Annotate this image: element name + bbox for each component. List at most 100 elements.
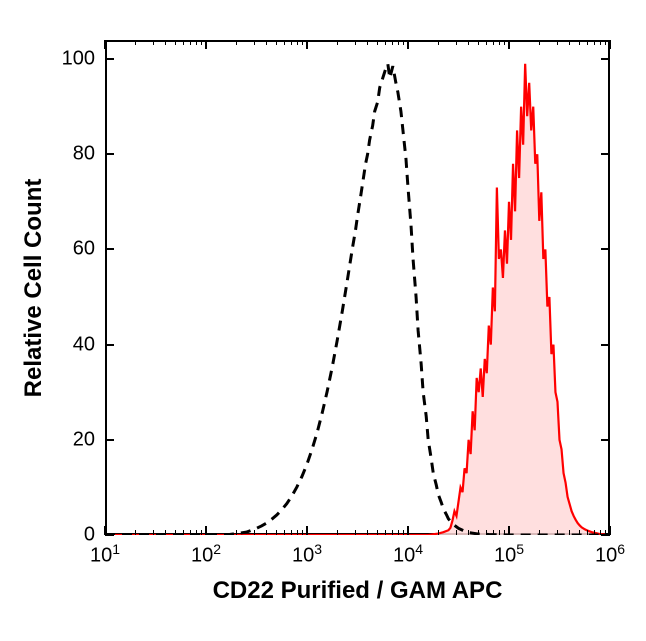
x-minor-tick <box>291 530 292 535</box>
x-minor-tick-top <box>355 40 356 45</box>
x-minor-tick <box>201 530 202 535</box>
x-tick-label: 104 <box>393 541 423 568</box>
x-minor-tick-top <box>201 40 202 45</box>
x-minor-tick-top <box>284 40 285 45</box>
x-minor-tick-top <box>385 40 386 45</box>
x-tick <box>407 526 409 535</box>
x-minor-tick-top <box>266 40 267 45</box>
x-minor-tick <box>196 530 197 535</box>
x-tick <box>609 526 611 535</box>
y-tick-right <box>601 248 610 250</box>
x-minor-tick <box>183 530 184 535</box>
x-minor-tick-top <box>302 40 303 45</box>
x-minor-tick-top <box>392 40 393 45</box>
y-tick <box>105 439 114 441</box>
y-tick-label: 20 <box>0 428 95 451</box>
y-tick <box>105 248 114 250</box>
x-minor-tick <box>302 530 303 535</box>
y-tick <box>105 58 114 60</box>
x-minor-tick-top <box>165 40 166 45</box>
x-minor-tick <box>254 530 255 535</box>
x-minor-tick <box>276 530 277 535</box>
x-tick-top <box>508 40 510 49</box>
x-minor-tick-top <box>337 40 338 45</box>
x-minor-tick <box>468 530 469 535</box>
x-tick-label: 106 <box>595 541 625 568</box>
y-tick-right <box>601 344 610 346</box>
x-minor-tick-top <box>504 40 505 45</box>
x-minor-tick <box>594 530 595 535</box>
x-minor-tick-top <box>377 40 378 45</box>
x-minor-tick-top <box>468 40 469 45</box>
y-tick-label: 0 <box>0 524 95 547</box>
x-minor-tick <box>367 530 368 535</box>
x-minor-tick-top <box>438 40 439 45</box>
x-minor-tick-top <box>403 40 404 45</box>
x-minor-tick <box>569 530 570 535</box>
x-minor-tick <box>355 530 356 535</box>
x-minor-tick-top <box>183 40 184 45</box>
x-minor-tick <box>438 530 439 535</box>
x-tick-top <box>407 40 409 49</box>
x-minor-tick <box>153 530 154 535</box>
x-minor-tick-top <box>135 40 136 45</box>
x-minor-tick <box>579 530 580 535</box>
x-tick-label: 105 <box>494 541 524 568</box>
y-tick <box>105 344 114 346</box>
x-tick-label: 101 <box>90 541 120 568</box>
x-minor-tick-top <box>276 40 277 45</box>
x-minor-tick-top <box>291 40 292 45</box>
x-minor-tick <box>478 530 479 535</box>
x-minor-tick <box>165 530 166 535</box>
y-tick-right <box>601 439 610 441</box>
x-minor-tick-top <box>190 40 191 45</box>
x-minor-tick-top <box>587 40 588 45</box>
x-minor-tick-top <box>557 40 558 45</box>
x-axis-label: CD22 Purified / GAM APC <box>105 577 610 605</box>
x-minor-tick <box>456 530 457 535</box>
y-tick-right <box>601 58 610 60</box>
x-minor-tick <box>539 530 540 535</box>
y-axis-label: Relative Cell Count <box>20 148 48 428</box>
x-minor-tick <box>557 530 558 535</box>
y-tick <box>105 153 114 155</box>
x-tick <box>508 526 510 535</box>
x-minor-tick-top <box>153 40 154 45</box>
x-minor-tick-top <box>493 40 494 45</box>
x-minor-tick <box>605 530 606 535</box>
x-minor-tick-top <box>398 40 399 45</box>
x-minor-tick <box>398 530 399 535</box>
flow-cytometry-histogram: 020406080100101102103104105106Relative C… <box>0 0 646 641</box>
x-minor-tick <box>486 530 487 535</box>
x-minor-tick <box>499 530 500 535</box>
x-minor-tick-top <box>175 40 176 45</box>
x-minor-tick <box>190 530 191 535</box>
x-minor-tick <box>236 530 237 535</box>
x-minor-tick-top <box>254 40 255 45</box>
x-minor-tick <box>600 530 601 535</box>
x-minor-tick-top <box>499 40 500 45</box>
y-tick-right <box>601 153 610 155</box>
x-minor-tick <box>284 530 285 535</box>
x-tick-label: 103 <box>292 541 322 568</box>
x-minor-tick <box>135 530 136 535</box>
x-minor-tick-top <box>486 40 487 45</box>
x-tick <box>306 526 308 535</box>
x-tick-top <box>609 40 611 49</box>
x-minor-tick-top <box>600 40 601 45</box>
x-tick <box>104 526 106 535</box>
x-minor-tick-top <box>478 40 479 45</box>
x-tick-top <box>104 40 106 49</box>
x-minor-tick <box>587 530 588 535</box>
x-tick <box>205 526 207 535</box>
x-minor-tick-top <box>297 40 298 45</box>
x-tick-label: 102 <box>191 541 221 568</box>
x-minor-tick-top <box>594 40 595 45</box>
x-minor-tick-top <box>236 40 237 45</box>
x-minor-tick <box>493 530 494 535</box>
x-minor-tick-top <box>605 40 606 45</box>
x-minor-tick <box>392 530 393 535</box>
x-minor-tick-top <box>569 40 570 45</box>
x-tick-top <box>306 40 308 49</box>
x-minor-tick-top <box>456 40 457 45</box>
